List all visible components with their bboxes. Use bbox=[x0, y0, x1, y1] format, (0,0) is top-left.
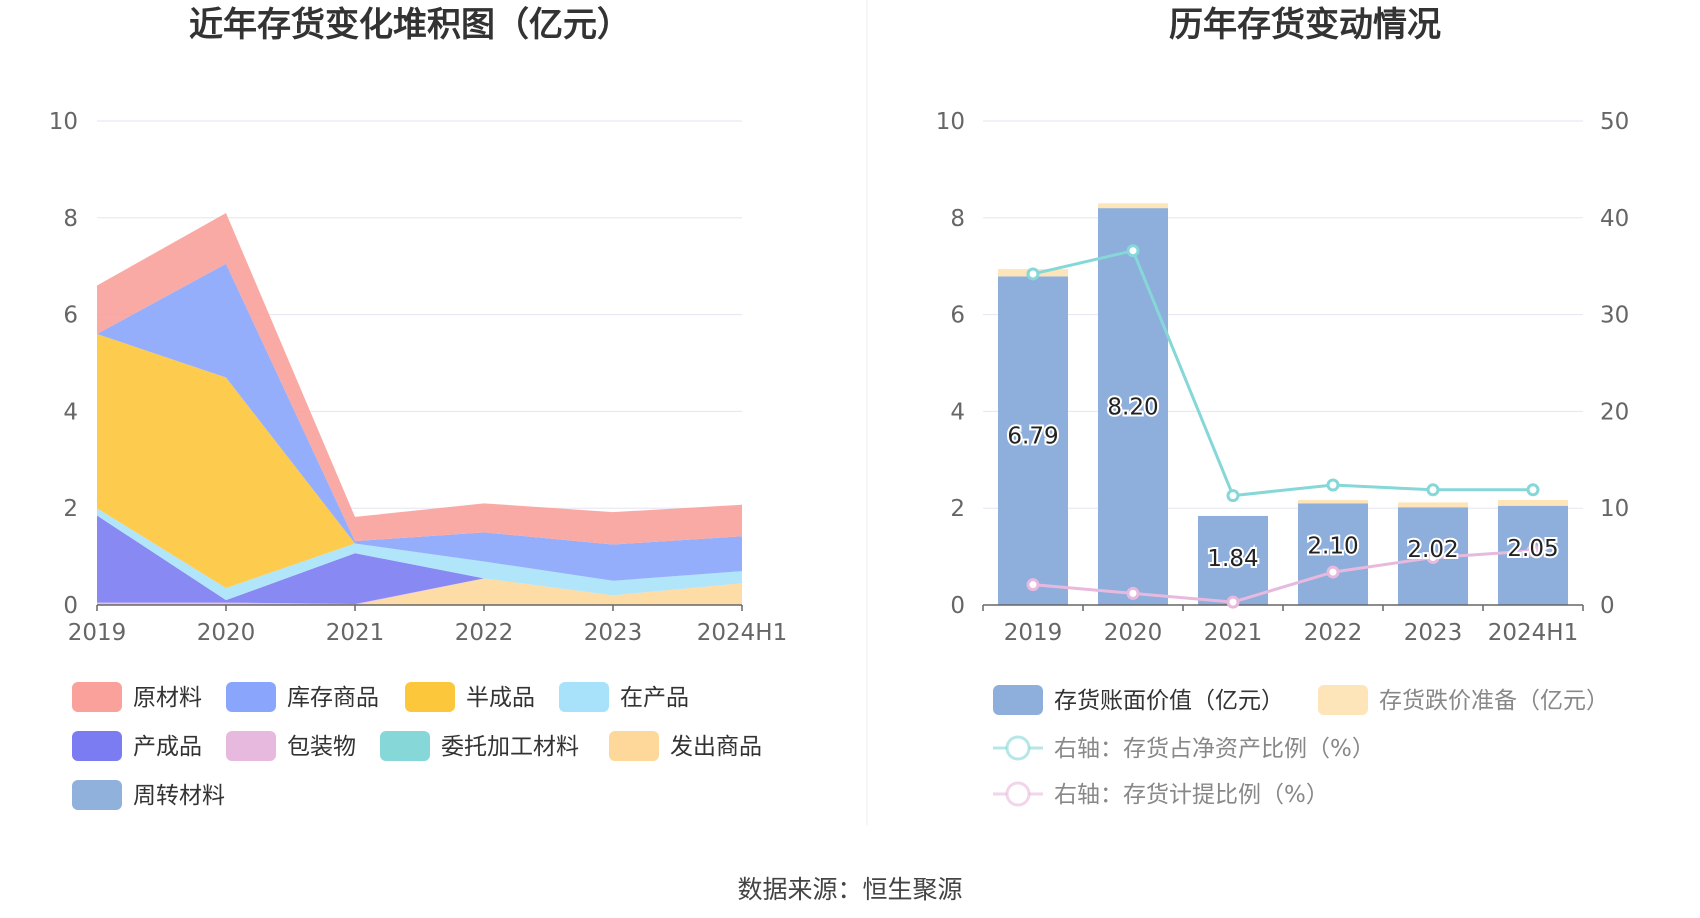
bar-provision bbox=[1298, 499, 1368, 504]
legend-label: 发出商品 bbox=[670, 734, 762, 760]
line-point bbox=[1326, 565, 1340, 579]
y-tick-label: 10 bbox=[49, 109, 78, 135]
legend-label: 半成品 bbox=[466, 685, 535, 711]
x-tick-label: 2019 bbox=[1004, 620, 1063, 646]
x-tick-label: 2020 bbox=[1104, 620, 1163, 646]
legend-swatch bbox=[72, 780, 122, 810]
line-point bbox=[1426, 551, 1440, 565]
y-tick-label: 2 bbox=[63, 496, 78, 522]
x-tick-label: 2024H1 bbox=[697, 620, 787, 646]
legend-label: 右轴：存货计提比例（%） bbox=[1054, 782, 1329, 808]
y-tick-label: 10 bbox=[936, 109, 965, 135]
bar-data-label: 2.02 bbox=[1407, 537, 1458, 563]
y-tick-label: 6 bbox=[63, 303, 78, 329]
legend-swatch bbox=[405, 682, 455, 712]
legend-swatch bbox=[559, 682, 609, 712]
line-point bbox=[1026, 578, 1040, 592]
line-point bbox=[1426, 483, 1440, 497]
bar-book-value bbox=[998, 276, 1068, 605]
x-tick-label: 2019 bbox=[68, 620, 127, 646]
x-tick-label: 2024H1 bbox=[1488, 620, 1578, 646]
y2-tick-label: 20 bbox=[1600, 399, 1629, 425]
area-半成品 bbox=[97, 333, 742, 589]
bar-data-label: 6.79 bbox=[1007, 424, 1058, 450]
area-产成品 bbox=[97, 515, 742, 605]
y-tick-label: 0 bbox=[63, 593, 78, 619]
legend-label: 周转材料 bbox=[133, 783, 225, 809]
bar-book-value bbox=[1098, 208, 1168, 605]
area-包装物 bbox=[97, 578, 742, 605]
legend-swatch bbox=[993, 685, 1043, 715]
y-tick-label: 4 bbox=[63, 399, 78, 425]
legend-marker bbox=[1005, 735, 1031, 761]
bar-provision bbox=[1398, 502, 1468, 508]
x-tick-label: 2022 bbox=[455, 620, 514, 646]
line-series bbox=[1032, 549, 1534, 604]
line-point bbox=[1226, 595, 1240, 609]
bar-book-value bbox=[1298, 503, 1368, 605]
y-tick-label: 8 bbox=[63, 206, 78, 232]
x-tick-label: 2020 bbox=[197, 620, 256, 646]
line-point bbox=[1226, 489, 1240, 503]
legend-label: 存货跌价准备（亿元） bbox=[1379, 688, 1609, 714]
line-point bbox=[1526, 483, 1540, 497]
y-tick-label: 8 bbox=[950, 206, 965, 232]
line-series bbox=[1032, 248, 1533, 498]
y-tick-label: 0 bbox=[950, 593, 965, 619]
legend-swatch bbox=[609, 731, 659, 761]
y-tick-label: 4 bbox=[950, 399, 965, 425]
legend-swatch bbox=[380, 731, 430, 761]
bar-data-label: 2.05 bbox=[1507, 536, 1558, 562]
line-point bbox=[1326, 478, 1340, 492]
legend-swatch bbox=[226, 682, 276, 712]
y2-tick-label: 50 bbox=[1600, 109, 1629, 135]
legend-swatch bbox=[72, 682, 122, 712]
area-库存商品 bbox=[97, 263, 742, 581]
area-在产品 bbox=[97, 508, 742, 601]
x-tick-label: 2022 bbox=[1304, 620, 1363, 646]
y-tick-label: 2 bbox=[950, 496, 965, 522]
bar-data-label: 1.84 bbox=[1207, 546, 1258, 572]
area-原材料 bbox=[97, 212, 742, 545]
line-point bbox=[1126, 244, 1140, 258]
data-source-footer: 数据来源：恒生聚源 bbox=[737, 875, 963, 904]
legend-label: 委托加工材料 bbox=[441, 734, 579, 760]
bar-provision bbox=[1098, 203, 1168, 209]
line-point bbox=[1526, 544, 1540, 558]
legend-swatch bbox=[226, 731, 276, 761]
right-chart-title: 历年存货变动情况 bbox=[1169, 5, 1441, 45]
x-tick-label: 2021 bbox=[1204, 620, 1263, 646]
legend-label: 右轴：存货占净资产比例（%） bbox=[1054, 736, 1375, 762]
y2-tick-label: 0 bbox=[1600, 593, 1615, 619]
y2-tick-label: 10 bbox=[1600, 496, 1629, 522]
legend-label: 库存商品 bbox=[287, 685, 379, 711]
bar-data-label: 2.10 bbox=[1307, 533, 1358, 559]
y2-tick-label: 40 bbox=[1600, 206, 1629, 232]
legend-swatch bbox=[1318, 685, 1368, 715]
legend-label: 原材料 bbox=[133, 685, 202, 711]
x-tick-label: 2023 bbox=[1404, 620, 1463, 646]
legend-marker bbox=[1005, 781, 1031, 807]
x-tick-label: 2023 bbox=[584, 620, 643, 646]
y-tick-label: 6 bbox=[950, 303, 965, 329]
bar-provision bbox=[1498, 499, 1568, 506]
legend-swatch bbox=[72, 731, 122, 761]
legend-label: 在产品 bbox=[620, 685, 689, 711]
legend-label: 包装物 bbox=[287, 734, 356, 760]
x-tick-label: 2021 bbox=[326, 620, 385, 646]
left-chart-title: 近年存货变化堆积图（亿元） bbox=[189, 5, 631, 45]
bar-data-label: 8.20 bbox=[1107, 395, 1158, 421]
bar-book-value bbox=[1198, 515, 1268, 605]
line-point bbox=[1026, 267, 1040, 281]
legend-label: 产成品 bbox=[133, 734, 202, 760]
line-point bbox=[1126, 586, 1140, 600]
y2-tick-label: 30 bbox=[1600, 303, 1629, 329]
legend-label: 存货账面价值（亿元） bbox=[1054, 688, 1284, 714]
